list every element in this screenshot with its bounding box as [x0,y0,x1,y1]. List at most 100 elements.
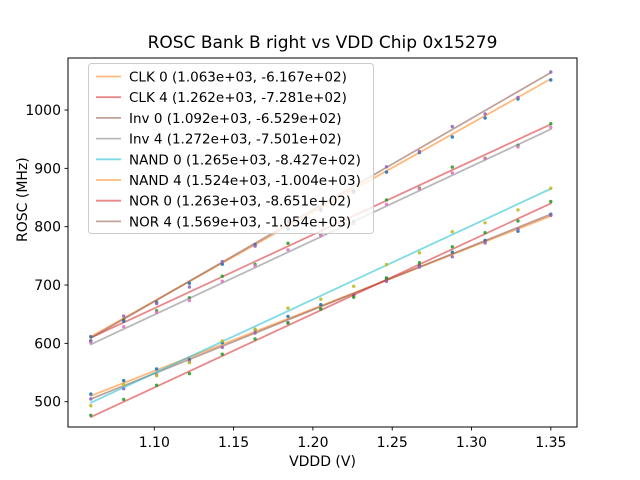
legend-label-inv-0: Inv 0 (1.092e+03, -6.529e+02) [129,111,342,127]
data-point-nand-0 [450,230,454,234]
data-point-inv-4 [483,157,487,161]
data-point-nor-0 [187,371,192,376]
data-point-clk-0 [154,367,159,371]
data-point-nor-4 [516,95,520,100]
plot-frame [67,57,578,428]
data-point-nor-4 [549,70,553,74]
data-point-clk-4 [286,241,290,245]
legend-label-inv-4: Inv 4 (1.272e+03, -7.501e+02) [129,132,342,148]
x-tick-label: 1.10 [139,435,170,451]
data-point-nand-0 [220,339,224,343]
legend-label-nand-0: NAND 0 (1.265e+03, -8.427e+02) [129,152,361,168]
data-point-nor-0 [286,321,290,325]
legend [88,63,374,234]
data-point-clk-4 [384,198,389,202]
data-point-nand-0 [187,361,192,365]
data-point-nand-0 [483,221,487,225]
fit-line-nand-0 [89,187,552,404]
legend-label-clk-4: CLK 4 (1.262e+03, -7.281e+02) [129,90,347,106]
data-point-inv-4 [319,233,323,238]
data-point-nor-4 [187,285,192,289]
data-point-nor-0 [89,413,93,417]
y-tick-label: 1000 [25,103,61,119]
data-point-nand-0 [352,284,356,288]
x-tick-label: 1.35 [535,435,566,451]
data-point-nor-0 [319,307,323,311]
x-tick-label: 1.15 [218,435,249,451]
data-point-inv-4 [286,248,290,252]
x-axis-label: VDDD (V) [289,454,356,470]
x-tick-label: 1.20 [297,435,328,451]
data-point-inv-4 [220,279,224,283]
data-point-clk-0 [122,378,126,383]
data-point-nor-0 [352,295,356,299]
data-point-nor-4 [253,244,257,248]
data-point-inv-0 [516,227,520,231]
data-point-nand-0 [384,262,389,267]
data-point-nand-0 [253,327,257,331]
data-point-nor-0 [417,261,422,265]
data-point-nor-0 [220,352,224,356]
data-point-clk-0 [89,392,93,396]
data-point-nand-0 [549,186,553,190]
y-tick-label: 700 [34,278,61,294]
data-point-nor-0 [549,199,553,204]
data-point-inv-4 [384,202,389,206]
data-point-nor-4 [417,149,422,154]
y-tick-label: 800 [34,220,61,236]
data-point-nand-4 [450,135,454,139]
data-point-nand-0 [89,404,93,408]
data-point-nand-4 [483,116,487,120]
data-point-nand-0 [417,251,422,255]
data-point-inv-0 [417,265,422,269]
data-point-inv-0 [220,345,224,350]
data-point-clk-0 [286,314,290,319]
x-tick-label: 1.25 [377,435,408,451]
data-point-nand-0 [516,208,520,212]
chart-title: ROSC Bank B right vs VDD Chip 0x15279 [147,33,498,53]
legend-label-nor-0: NOR 0 (1.263e+03, -8.651e+02) [129,194,351,210]
legend-label-clk-0: CLK 0 (1.063e+03, -6.167e+02) [129,70,347,86]
data-point-inv-0 [89,397,93,401]
data-point-inv-0 [549,213,553,218]
data-point-inv-4 [122,325,126,329]
data-point-inv-4 [450,171,454,175]
data-point-nor-0 [154,383,159,387]
data-point-nor-4 [483,112,487,116]
x-tick-label: 1.30 [456,435,487,451]
data-point-nor-0 [516,219,520,223]
data-point-nor-4 [154,301,159,306]
data-point-nand-4 [549,78,553,82]
data-point-nor-4 [122,314,126,318]
data-point-clk-4 [220,274,224,278]
legend-label-nand-4: NAND 4 (1.524e+03, -1.004e+03) [129,173,361,189]
data-point-nand-0 [319,297,323,301]
data-point-nor-4 [384,165,389,169]
data-point-nor-0 [122,397,126,402]
data-point-inv-4 [417,187,422,191]
data-point-nor-4 [450,124,454,129]
data-point-clk-4 [549,122,553,126]
y-tick-label: 900 [34,161,61,177]
data-point-nor-4 [220,259,224,264]
data-point-nand-0 [154,374,159,378]
fit-line-inv-0 [89,213,552,400]
data-point-clk-4 [450,165,454,169]
data-point-nor-0 [253,337,257,341]
data-point-nor-0 [483,231,487,235]
data-point-inv-4 [154,310,159,315]
data-point-inv-4 [253,264,257,268]
legend-label-nor-4: NOR 4 (1.569e+03, -1.054e+03) [129,214,351,230]
data-point-nor-0 [384,276,389,280]
data-point-inv-0 [450,255,454,259]
y-tick-label: 600 [34,336,61,352]
data-point-nand-0 [286,306,290,310]
data-point-nand-4 [384,170,389,174]
data-point-nand-0 [122,382,126,387]
data-point-inv-4 [549,125,553,130]
data-point-inv-4 [516,145,520,149]
data-point-inv-0 [253,331,257,335]
y-tick-label: 500 [34,395,61,411]
